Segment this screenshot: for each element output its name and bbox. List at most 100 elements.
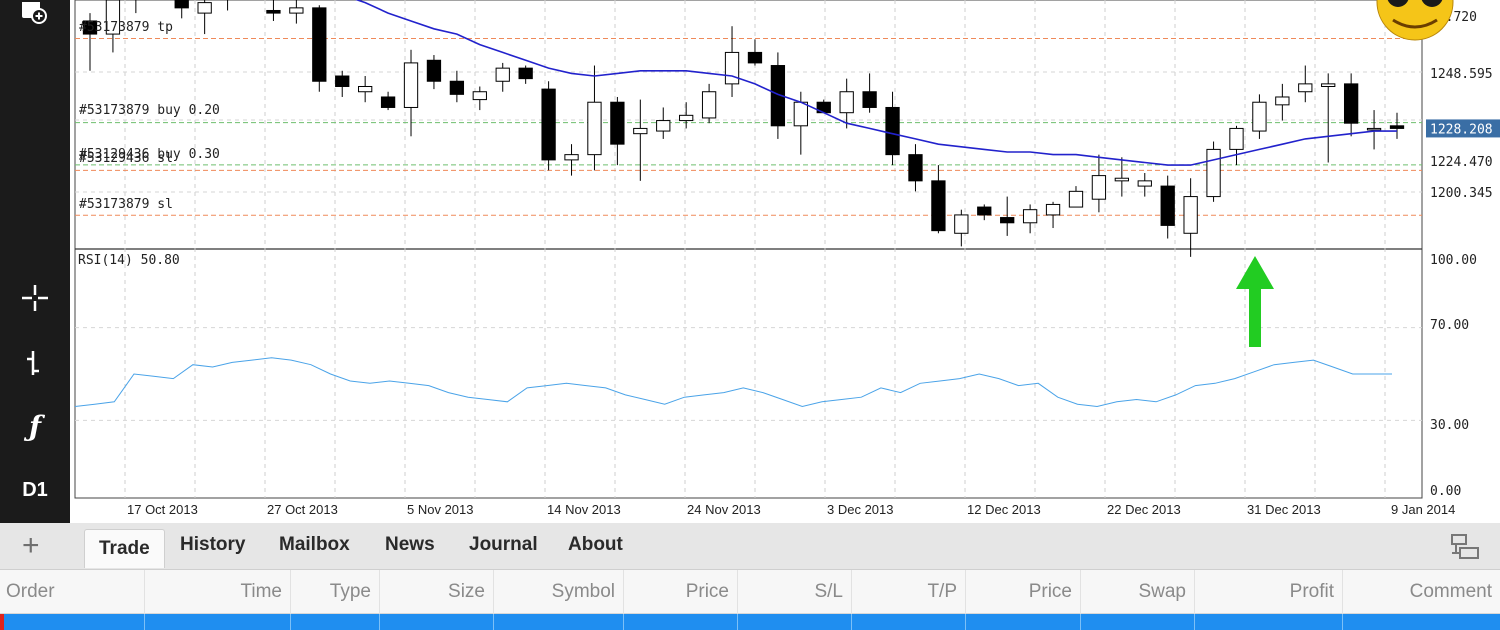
date-axis-label: 31 Dec 2013 <box>1247 502 1321 517</box>
col-size[interactable]: Size <box>379 570 493 614</box>
candle <box>954 214 969 234</box>
candle <box>403 62 419 108</box>
new-chart-icon[interactable] <box>0 0 70 30</box>
row-separator <box>737 614 738 630</box>
tab-history[interactable]: History <box>180 534 246 555</box>
row-separator <box>1194 614 1195 630</box>
candle <box>426 59 442 82</box>
row-status-marker <box>0 614 4 630</box>
candle <box>82 20 98 35</box>
candle <box>793 101 808 127</box>
col-price[interactable]: Price <box>623 570 737 614</box>
date-axis-label: 17 Oct 2013 <box>127 502 198 517</box>
col-comment[interactable]: Comment <box>1342 570 1500 614</box>
current-price-label: 1228.208 <box>1430 122 1493 137</box>
date-axis-label: 24 Nov 2013 <box>687 502 761 517</box>
candle <box>472 91 487 101</box>
table-row-selected[interactable] <box>0 614 1500 630</box>
date-axis-label: 22 Dec 2013 <box>1107 502 1181 517</box>
candle <box>701 91 717 119</box>
candle <box>564 154 579 161</box>
candle <box>862 91 877 108</box>
col-swap[interactable]: Swap <box>1080 570 1194 614</box>
col-profit[interactable]: Profit <box>1194 570 1342 614</box>
price-chart[interactable]: #53173879 tp #53173879 buy 0.20 #53129436 … <box>70 0 1500 523</box>
candle <box>1298 83 1313 93</box>
candle <box>770 65 786 127</box>
order-line-label: #53173879 sl <box>79 197 173 212</box>
candle <box>724 51 740 85</box>
candle <box>380 96 396 108</box>
candle <box>358 85 373 93</box>
rsi-axis-label: 100.00 <box>1430 253 1477 268</box>
tab-trade[interactable]: Trade <box>84 529 165 568</box>
candle <box>633 127 648 135</box>
candle <box>931 180 946 232</box>
row-separator <box>379 614 380 630</box>
candle <box>610 101 625 145</box>
crosshair-icon[interactable] <box>0 280 70 316</box>
date-axis-label: 12 Dec 2013 <box>967 502 1041 517</box>
candle <box>1389 125 1405 129</box>
current-price-tag <box>1426 119 1500 138</box>
row-separator <box>623 614 624 630</box>
candle <box>1183 196 1198 234</box>
emoji-smile-icon <box>1392 18 1438 29</box>
timeframe-label: D1 <box>22 478 48 501</box>
left-toolbar: ƒ D1 <box>0 0 70 523</box>
candle <box>839 91 854 114</box>
price-axis-label: 1248.595 <box>1430 67 1493 82</box>
col-order[interactable]: Order <box>6 581 55 602</box>
row-separator <box>290 614 291 630</box>
candle <box>885 106 900 156</box>
timeframe-button[interactable]: D1 <box>0 474 70 506</box>
rsi-label: RSI(14) 50.80 <box>78 253 180 268</box>
candle <box>449 80 465 95</box>
tab-journal[interactable]: Journal <box>469 534 538 555</box>
row-separator <box>965 614 966 630</box>
tab-about[interactable]: About <box>568 534 623 555</box>
trade-table-header: Order Time Type Size Symbol Price S/L T/… <box>0 570 1500 614</box>
candle <box>587 101 602 156</box>
tab-news[interactable]: News <box>385 534 435 555</box>
col-type[interactable]: Type <box>290 570 379 614</box>
candle <box>1000 217 1015 224</box>
date-axis-label: 14 Nov 2013 <box>547 502 621 517</box>
date-axis-label: 9 Jan 2014 <box>1391 502 1455 517</box>
green-arrow-icon <box>1236 256 1274 347</box>
order-line-label: #53129436 sl <box>79 151 173 166</box>
emoji-glasses-lens-icon <box>1387 0 1409 7</box>
row-separator <box>144 614 145 630</box>
candle <box>656 120 671 132</box>
layout-toggle-icon[interactable] <box>1450 533 1480 566</box>
candle <box>1321 83 1336 87</box>
col-time[interactable]: Time <box>144 570 290 614</box>
col-current-price[interactable]: Price <box>965 570 1080 614</box>
candle <box>312 7 327 82</box>
candle <box>908 154 923 182</box>
indicators-icon[interactable]: ƒ <box>28 409 42 443</box>
col-symbol[interactable]: Symbol <box>493 570 623 614</box>
rsi-axis-label: 70.00 <box>1430 318 1469 333</box>
candle <box>105 0 121 35</box>
row-separator <box>851 614 852 630</box>
rsi-axis-label: 0.00 <box>1430 484 1461 499</box>
candle <box>1275 96 1290 106</box>
rsi-line <box>74 357 1392 408</box>
col-tp[interactable]: T/P <box>851 570 965 614</box>
row-separator <box>1080 614 1081 630</box>
candle <box>1229 127 1244 150</box>
candle <box>1252 101 1267 132</box>
rsi-axis-label: 30.00 <box>1430 418 1469 433</box>
candle <box>289 7 304 14</box>
candle <box>1045 203 1061 216</box>
candle <box>174 0 189 9</box>
candle <box>679 114 694 122</box>
date-axis-label: 27 Oct 2013 <box>267 502 338 517</box>
col-sl[interactable]: S/L <box>737 570 851 614</box>
row-separator <box>1342 614 1343 630</box>
row-separator <box>493 614 494 630</box>
tab-mailbox[interactable]: Mailbox <box>279 534 350 555</box>
chart-type-icon[interactable] <box>0 346 70 382</box>
add-icon[interactable]: + <box>22 529 40 562</box>
